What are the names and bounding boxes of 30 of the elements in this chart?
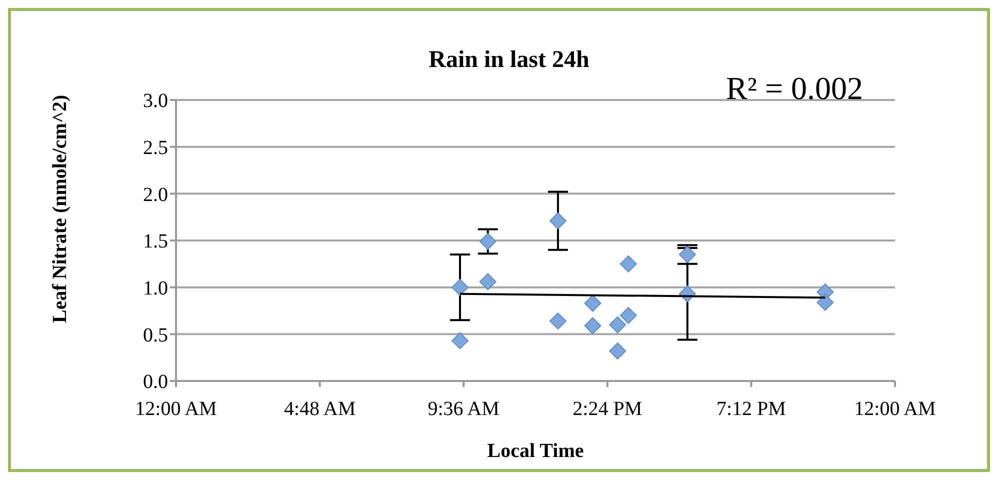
point bbox=[584, 317, 602, 334]
point bbox=[620, 255, 637, 272]
point bbox=[609, 342, 626, 360]
y-tick-label: 1.5 bbox=[143, 230, 168, 253]
point bbox=[479, 232, 496, 250]
chart-title: Rain in last 24h bbox=[428, 47, 590, 73]
point bbox=[549, 212, 566, 230]
point bbox=[584, 294, 602, 312]
y-axis-title: Leaf Nitrate (nmole/cm^2) bbox=[48, 94, 72, 323]
y-tick-label: 2.0 bbox=[143, 184, 168, 206]
x-tick-label: 12:00 AM bbox=[854, 398, 936, 420]
point bbox=[549, 312, 566, 330]
x-tick-label: 2:24 PM bbox=[572, 398, 642, 420]
x-tick-label: 7:12 PM bbox=[716, 398, 786, 420]
y-tick-label: 3.0 bbox=[143, 90, 168, 112]
y-tick-label: 2.5 bbox=[143, 136, 168, 159]
y-tick-label: 1.0 bbox=[143, 277, 168, 300]
x-tick-label: 4:48 AM bbox=[284, 398, 356, 420]
annotation: R² = 0.002 bbox=[726, 70, 863, 106]
point bbox=[816, 294, 834, 311]
y-tick-label: 0.5 bbox=[143, 324, 168, 346]
point bbox=[452, 332, 469, 350]
point bbox=[609, 316, 626, 334]
x-axis-title: Local Time bbox=[487, 440, 584, 462]
point bbox=[479, 273, 496, 290]
x-tick-label: 12:00 AM bbox=[135, 398, 218, 420]
point bbox=[452, 278, 469, 296]
point bbox=[620, 306, 637, 324]
x-tick-label: 9:36 AM bbox=[428, 398, 500, 420]
y-tick-label: 0.0 bbox=[143, 371, 168, 394]
